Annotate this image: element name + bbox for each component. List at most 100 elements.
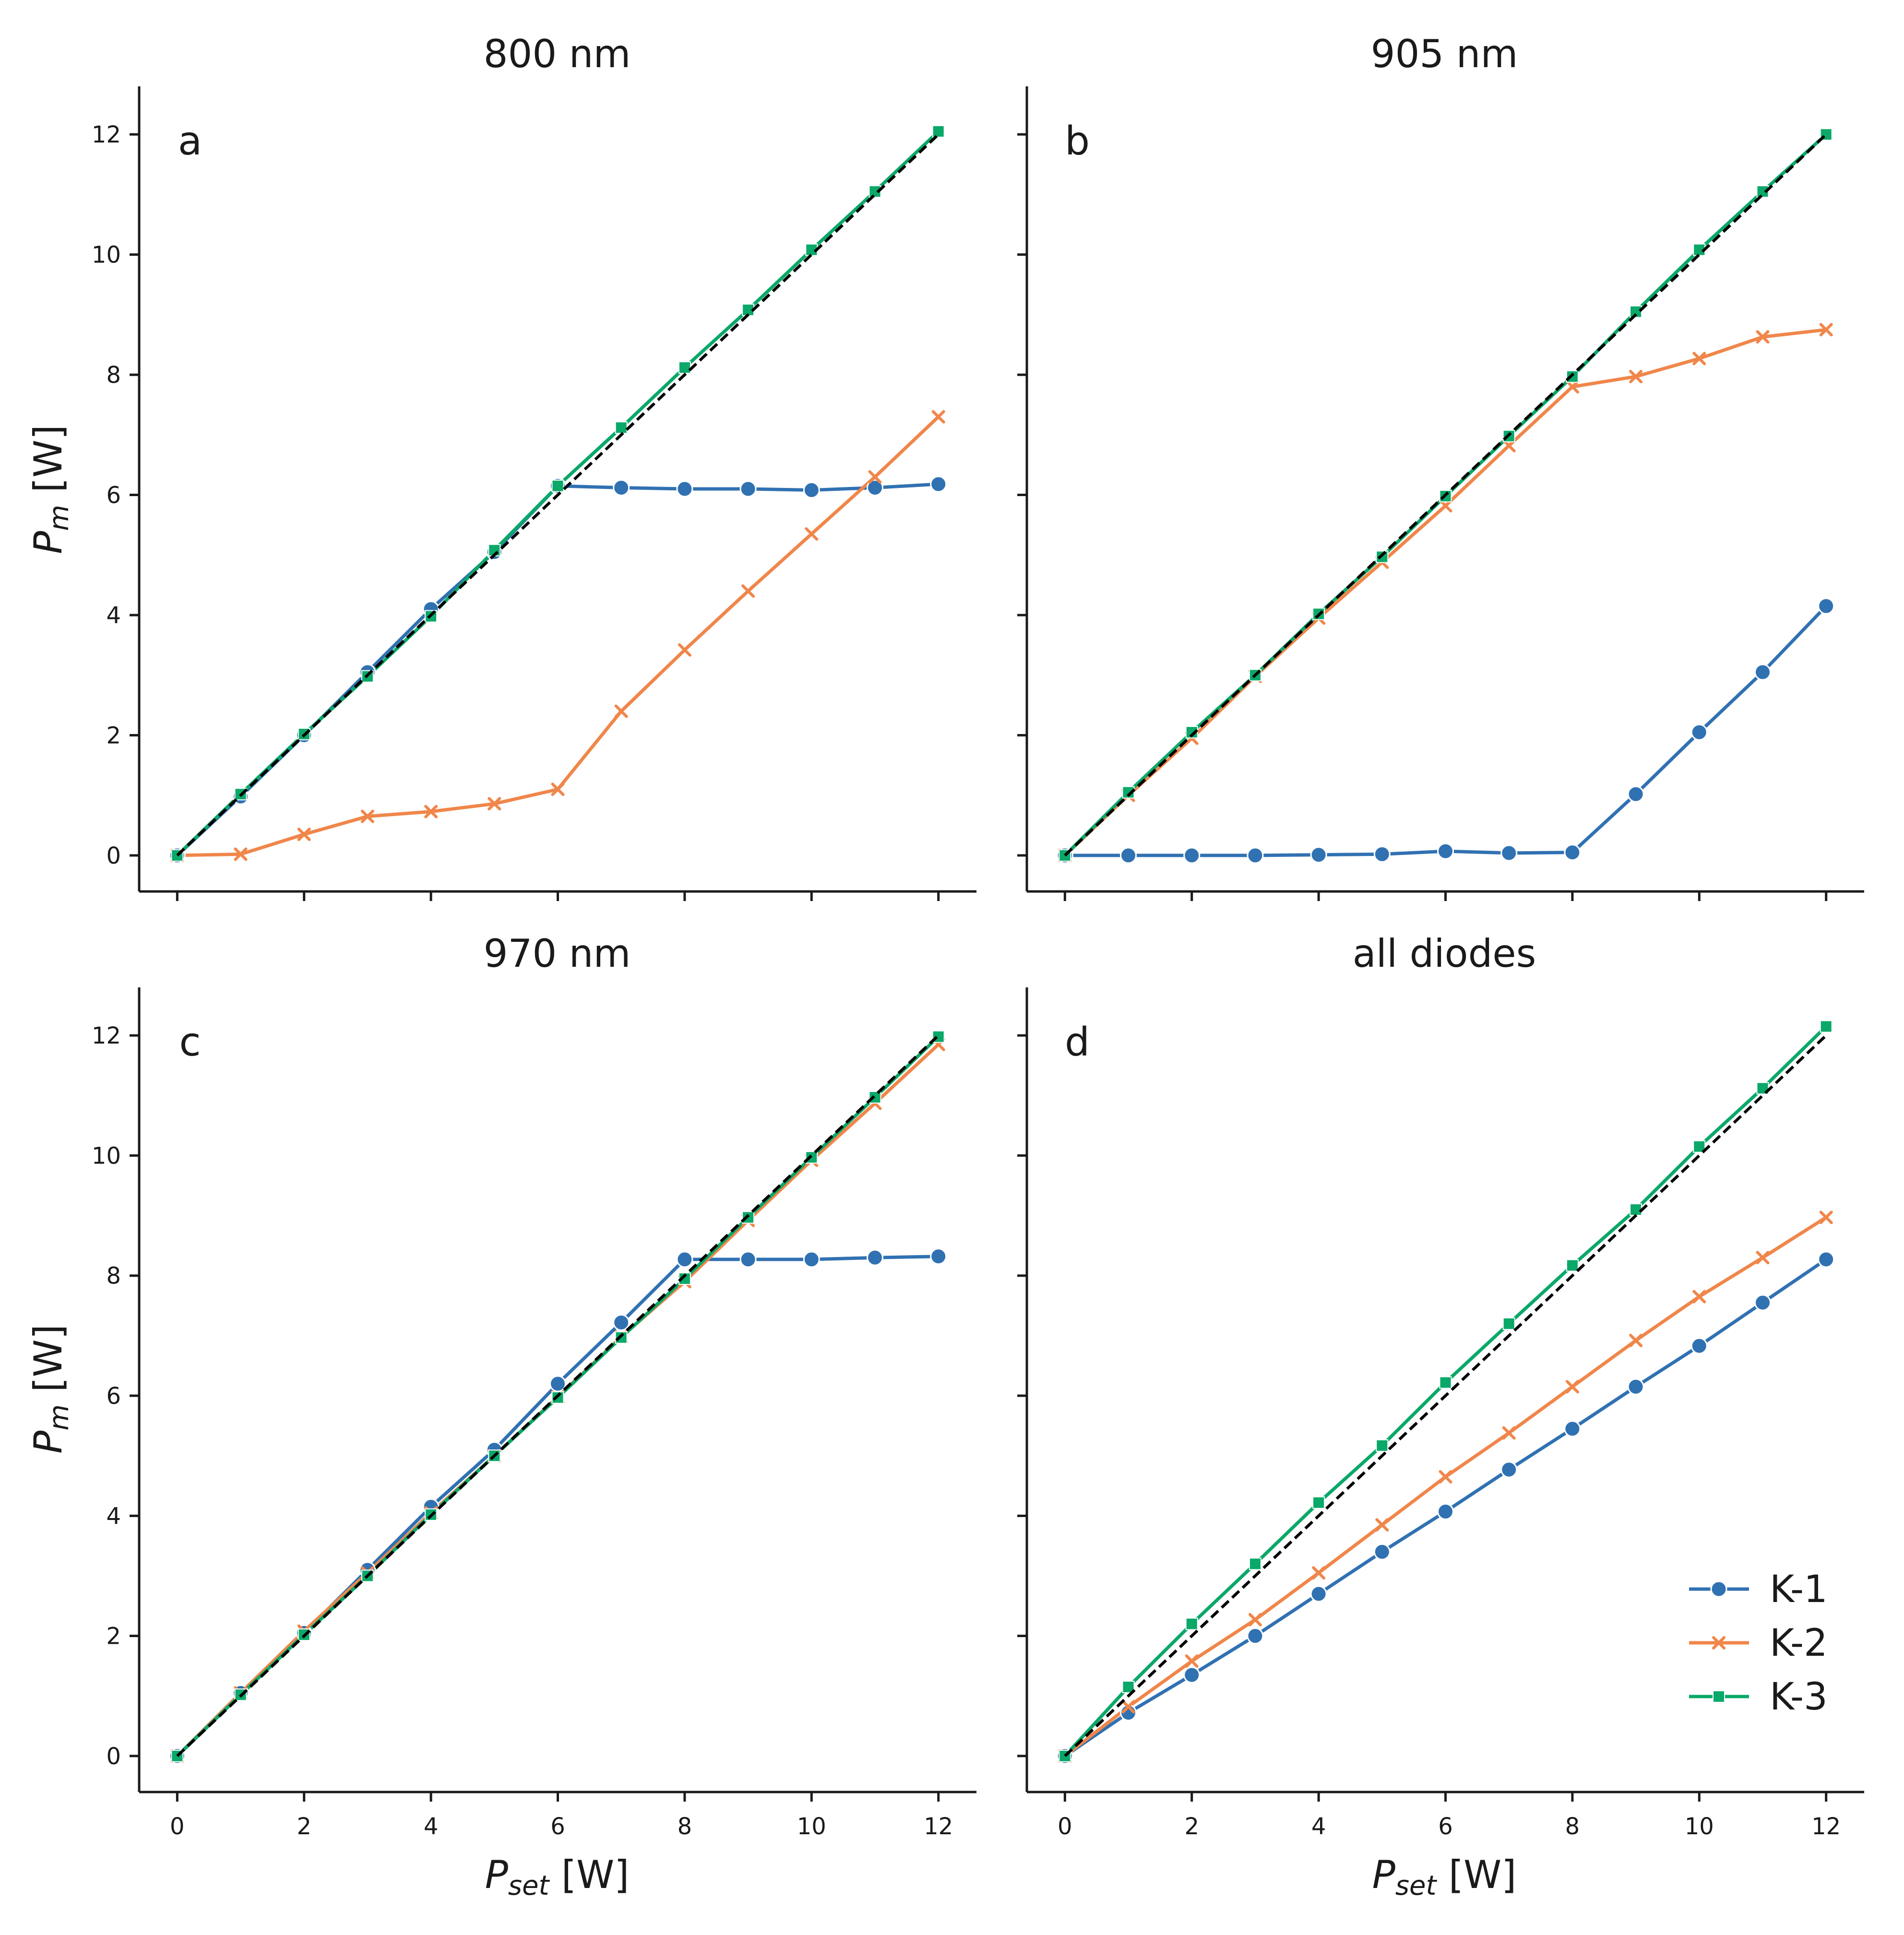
panel-a-K-2-point <box>424 805 438 819</box>
panel-b-plot <box>1017 86 1864 901</box>
panel-d-K-1-point <box>1183 1666 1201 1684</box>
panel-b-K-1-point <box>1373 845 1391 863</box>
panel-d-K-1-point <box>1627 1378 1644 1395</box>
panel-d-x-tick-label: 10 <box>1685 1813 1714 1840</box>
panel-c-x-tick-label: 6 <box>550 1813 565 1840</box>
panel-b-K-1-point <box>1437 843 1454 860</box>
legend-K-3-marker <box>1713 1690 1725 1703</box>
x-axis-label-left: Pset [W] <box>485 1852 630 1901</box>
panel-a-y-tick-label: 10 <box>92 242 121 269</box>
panel-c-x-tick-label: 10 <box>797 1813 826 1840</box>
panel-d-K-1-point <box>1373 1543 1391 1560</box>
panel-c-K-1-point <box>866 1249 883 1266</box>
panel-b-title: 905 nm <box>1371 32 1518 76</box>
panel-d-x-tick-label: 8 <box>1565 1813 1580 1840</box>
panel-d-x-tick-label: 0 <box>1058 1813 1072 1840</box>
panel-a-K-2-point <box>551 783 565 796</box>
panel-a-K-2-point <box>868 470 882 484</box>
legend-K-2-label: K-2 <box>1770 1622 1828 1665</box>
panel-a-y-tick-label: 2 <box>106 722 121 749</box>
panel-b-K-1-point <box>1310 846 1327 864</box>
panel-b-K-1-point <box>1500 844 1518 862</box>
panel-c-x-tick-label: 12 <box>924 1813 953 1840</box>
panel-a-K-3-point <box>551 479 564 492</box>
panel-d-K-3-point <box>1376 1439 1389 1452</box>
panel-d-K-1-point <box>1818 1251 1835 1268</box>
panel-c-title: 970 nm <box>484 931 631 976</box>
panel-a-y-tick-label: 0 <box>106 843 121 869</box>
panel-a-K-3-point <box>615 421 628 434</box>
panel-b-K-1-point <box>1247 847 1264 864</box>
panel-d-K-2-point <box>1312 1566 1326 1580</box>
panel-a-K-2-point <box>931 410 945 424</box>
panel-c-K-1-point <box>803 1251 820 1268</box>
panel-b: 905 nm b <box>1017 32 1864 901</box>
panel-a-y-tick-label: 12 <box>92 121 121 148</box>
panel-c-y-tick-label: 8 <box>106 1263 121 1290</box>
panel-d-K-1-point <box>1754 1294 1771 1311</box>
panel-c-y-tick-label: 0 <box>106 1743 121 1770</box>
panel-a-K-2-point <box>678 643 691 657</box>
panel-d-series-K-2-line <box>1064 1216 1827 1757</box>
panel-a-K-1-point <box>866 479 883 496</box>
panel-d-K-1-point <box>1437 1503 1454 1520</box>
panel-b-K-1-point <box>1183 847 1201 864</box>
panel-d-K-2-point <box>1565 1380 1579 1394</box>
panel-b-K-1-point <box>1627 785 1644 803</box>
panel-b-K-3-point <box>1756 185 1769 198</box>
panel-d-K-3-point <box>1502 1317 1515 1330</box>
panel-d-plot: 0 2 4 6 8 10 12 <box>1017 987 1864 1840</box>
panel-b-K-2-point <box>1756 330 1770 344</box>
panel-d-K-1-point <box>1310 1585 1327 1603</box>
panel-d-x-tick-label: 12 <box>1811 1813 1841 1840</box>
panel-d-x-tick-label: 6 <box>1438 1813 1453 1840</box>
panel-d-K-2-point <box>1248 1613 1262 1626</box>
panel-a-K-2-point <box>488 797 501 811</box>
panel-c-K-1-point <box>613 1314 630 1331</box>
panel-d-K-3-point <box>1249 1557 1261 1570</box>
panel-c-letter: c <box>179 1020 201 1065</box>
panel-d-K-1-point <box>1690 1337 1708 1354</box>
panel-a-K-1-point <box>613 479 630 496</box>
y-axis-label-bottom: Pm [W] <box>26 1324 75 1454</box>
panel-b-K-1-point <box>1818 597 1835 615</box>
panel-a-y-tick-label: 8 <box>106 362 121 389</box>
panel-d-K-2-point <box>1502 1426 1516 1440</box>
panel-d-K-2-point <box>1375 1518 1389 1532</box>
panel-b-series-K-1-line <box>1065 605 1828 857</box>
panel-a-title: 800 nm <box>484 32 631 76</box>
panel-a-K-2-point <box>805 527 819 541</box>
panel-d-K-3-point <box>1312 1496 1325 1509</box>
panel-a-K-1-point <box>803 482 820 499</box>
panel-d-K-3-point <box>1630 1203 1642 1216</box>
panel-d-title: all diodes <box>1353 931 1536 976</box>
panel-b-reference-line <box>1064 133 1827 857</box>
panel-c-y-tick-label: 10 <box>92 1142 121 1169</box>
panel-b-K-1-point <box>1120 847 1137 864</box>
panel-d-x-tick-label: 2 <box>1184 1813 1199 1840</box>
panel-c-y-tick-label: 2 <box>106 1623 121 1650</box>
x-axis-label-right: Pset [W] <box>1372 1852 1517 1901</box>
panel-b-letter: b <box>1065 119 1090 164</box>
panel-c-K-1-point <box>930 1248 947 1265</box>
panel-a-K-3-point <box>932 125 945 138</box>
panel-a-K-2-point <box>614 704 628 718</box>
panel-d-x-tick-label: 4 <box>1311 1813 1326 1840</box>
panel-a: 800 nm a 0 2 4 6 8 10 12 <box>92 32 976 901</box>
panel-c-K-1-point <box>549 1375 566 1392</box>
panel-b-K-2-point <box>1819 323 1833 337</box>
panel-c-reference-line <box>176 1034 940 1757</box>
panel-d-K-2-point <box>1819 1211 1833 1224</box>
panel-d-K-1-point <box>1500 1461 1518 1478</box>
panel-d-K-2-point <box>1439 1470 1452 1484</box>
panel-a-reference-line <box>176 133 940 857</box>
panel-d-K-1-point <box>1564 1420 1581 1437</box>
panel-b-K-2-point <box>1692 352 1706 366</box>
panel-a-series-K-1-line <box>176 482 939 857</box>
panel-c-x-tick-label: 4 <box>424 1813 439 1840</box>
panel-c-K-1-point <box>739 1251 757 1268</box>
panel-d-reference-line <box>1064 1034 1827 1757</box>
panel-d-K-3-point <box>1820 1020 1833 1033</box>
panel-d: all diodes d 0 2 4 6 8 10 12 <box>1017 931 1864 1840</box>
